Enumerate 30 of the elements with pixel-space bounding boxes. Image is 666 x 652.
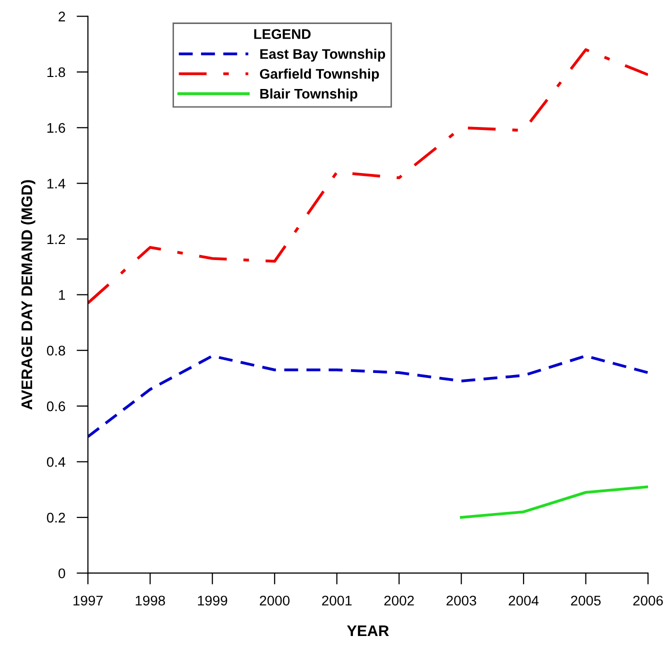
y-tick-label: 0.4 [46, 457, 66, 467]
y-tick-label: 1.6 [47, 122, 66, 133]
legend-title: LEGEND [254, 29, 311, 39]
y-tick-label: 0.8 [46, 346, 66, 356]
x-tick-label: 2005 [571, 596, 601, 606]
x-tick-label: 2006 [633, 596, 663, 606]
y-tick-label: 2 [58, 12, 65, 22]
x-tick-label: 2004 [508, 596, 539, 606]
y-tick-label: 0.6 [46, 401, 66, 412]
line-series [88, 354, 648, 438]
y-tick-label: 1 [59, 290, 66, 300]
x-axis-title: YEAR [347, 626, 389, 636]
x-tick-label: 1999 [198, 596, 228, 606]
legend-label: East Bay Township [260, 48, 386, 62]
y-tick-label: 0 [58, 568, 66, 578]
y-tick-label: 0.2 [46, 512, 65, 523]
line-series [460, 485, 648, 519]
x-tick-label: 2003 [446, 596, 476, 606]
y-tick-label: 1.2 [47, 234, 65, 244]
legend-label: Blair Township [260, 88, 358, 102]
line-series [88, 48, 648, 304]
y-tick-label: 1.8 [47, 67, 66, 78]
legend-label: Garfield Township [260, 68, 379, 82]
x-tick-label: 1997 [74, 596, 103, 606]
x-tick-label: 2000 [260, 596, 290, 606]
x-tick-label: 2002 [384, 596, 414, 606]
y-axis-title: AVERAGE DAY DEMAND (MGD) [21, 180, 36, 410]
x-tick-label: 2001 [322, 596, 352, 606]
y-tick-label: 1.4 [47, 178, 66, 188]
x-tick-label: 1998 [136, 596, 165, 606]
